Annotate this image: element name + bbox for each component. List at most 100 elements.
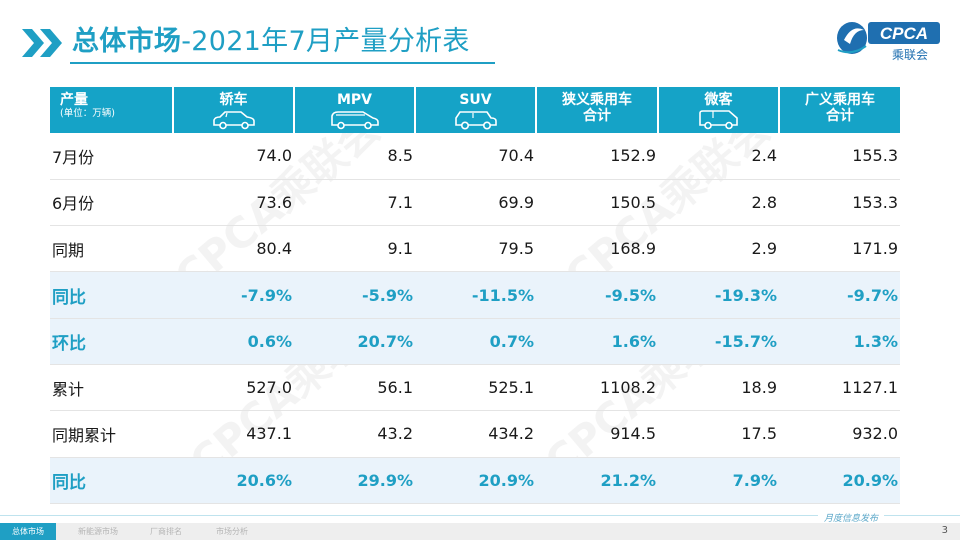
table-cell: 20.7% [294,318,415,365]
table-row: 同期 80.4 9.1 79.5 168.9 2.9 171.9 [50,225,900,273]
logo-sub: 乘联会 [892,48,928,62]
title-underline [70,62,495,64]
table-cell: 80.4 [173,225,294,273]
row-label: 同比 [50,457,173,504]
table-cell: 437.1 [173,410,294,458]
production-table: 产量 (单位：万辆) 轿车 MPV [50,87,900,504]
row-label: 同期 [50,225,173,273]
table-cell: 79.5 [415,225,536,273]
table-cell: 18.9 [658,364,779,412]
suv-icon [454,111,497,130]
table-cell: 1.3% [779,318,900,365]
table-cell: 21.2% [536,457,658,504]
footer-tab-market-analysis[interactable]: 市场分析 [216,527,248,536]
title-rest: -2021年7月产量分析表 [181,26,470,57]
column-header-suv: SUV [415,87,537,133]
table-cell: 525.1 [415,364,536,412]
page-title: 总体市场-2021年7月产量分析表 [72,24,470,60]
sedan-icon [212,111,255,130]
table-row: 环比 0.6% 20.7% 0.7% 1.6% -15.7% 1.3% [50,318,900,365]
table-cell: 74.0 [173,133,294,180]
table-cell: 56.1 [294,364,415,412]
column-header-minivan: 微客 [658,87,780,133]
table-cell: 2.4 [658,133,779,180]
header-corner: 产量 (单位：万辆) [50,87,174,133]
table-cell: 20.9% [415,457,536,504]
title-main: 总体市场 [72,26,182,57]
table-cell: 2.8 [658,179,779,227]
table-cell: 153.3 [779,179,900,227]
footer-tab-new-energy[interactable]: 新能源市场 [78,527,118,536]
column-header-narrow-total: 狭义乘用车 合计 [536,87,659,133]
column-header-label: 轿车 [219,92,248,108]
table-cell: 69.9 [415,179,536,227]
table-cell: 43.2 [294,410,415,458]
footer-tab-manufacturer-ranking[interactable]: 厂商排名 [150,527,182,536]
double-chevron-icon [22,29,62,57]
table-cell: 168.9 [536,225,658,273]
column-header-broad-total: 广义乘用车 合计 [779,87,900,133]
minivan-icon [698,110,738,130]
footer-nav-bar [0,523,960,540]
row-label: 同比 [50,271,173,319]
table-cell: 20.9% [779,457,900,504]
logo-text: CPCA [880,24,928,43]
table-cell: 152.9 [536,133,658,180]
table-row: 同比 -7.9% -5.9% -11.5% -9.5% -19.3% -9.7% [50,271,900,319]
table-cell: 20.6% [173,457,294,504]
column-header-label: 微客 [704,92,733,108]
footer-tab-overall[interactable]: 总体市场 [0,523,56,540]
column-header-label: SUV [459,92,492,108]
table-cell: 9.1 [294,225,415,273]
table-cell: 7.9% [658,457,779,504]
column-header-label: 狭义乘用车 [562,92,632,108]
table-cell: -7.9% [173,271,294,319]
table-cell: -19.3% [658,271,779,319]
column-header-label-line2: 合计 [826,108,854,124]
row-label: 环比 [50,318,173,365]
table-cell: 150.5 [536,179,658,227]
row-label: 7月份 [50,133,173,180]
footer-divider [0,515,960,516]
table-header-row: 产量 (单位：万辆) 轿车 MPV [50,87,900,133]
cpca-logo: CPCA 乘联会 [837,22,940,62]
table-cell: 29.9% [294,457,415,504]
table-cell: 0.7% [415,318,536,365]
table-cell: 7.1 [294,179,415,227]
table-cell: -11.5% [415,271,536,319]
header-corner-unit: (单位：万辆) [60,108,115,119]
row-label: 6月份 [50,179,173,227]
table-row: 同期累计 437.1 43.2 434.2 914.5 17.5 932.0 [50,410,900,458]
table-cell: 2.9 [658,225,779,273]
column-header-mpv: MPV [294,87,416,133]
table-cell: 17.5 [658,410,779,458]
table-cell: -15.7% [658,318,779,365]
table-cell: 932.0 [779,410,900,458]
table-cell: 527.0 [173,364,294,412]
page-number: 3 [941,525,948,536]
table-cell: 434.2 [415,410,536,458]
table-row: 累计 527.0 56.1 525.1 1108.2 18.9 1127.1 [50,364,900,412]
table-cell: -5.9% [294,271,415,319]
column-header-sedan: 轿车 [173,87,295,133]
table-cell: 1127.1 [779,364,900,412]
table-cell: 70.4 [415,133,536,180]
table-cell: 0.6% [173,318,294,365]
row-label: 同期累计 [50,410,173,458]
table-cell: 73.6 [173,179,294,227]
table-row: 7月份 74.0 8.5 70.4 152.9 2.4 155.3 [50,133,900,180]
table-cell: -9.7% [779,271,900,319]
table-cell: 914.5 [536,410,658,458]
table-cell: 1.6% [536,318,658,365]
table-cell: 155.3 [779,133,900,180]
column-header-label: MPV [336,92,373,108]
mpv-icon [330,111,379,130]
table-cell: 1108.2 [536,364,658,412]
column-header-label: 广义乘用车 [805,92,875,108]
row-label: 累计 [50,364,173,412]
footer-label: 月度信息发布 [818,511,885,524]
table-cell: 8.5 [294,133,415,180]
table-row: 同比 20.6% 29.9% 20.9% 21.2% 7.9% 20.9% [50,457,900,504]
column-header-label-line2: 合计 [583,108,611,124]
header-corner-label: 产量 [60,92,88,108]
